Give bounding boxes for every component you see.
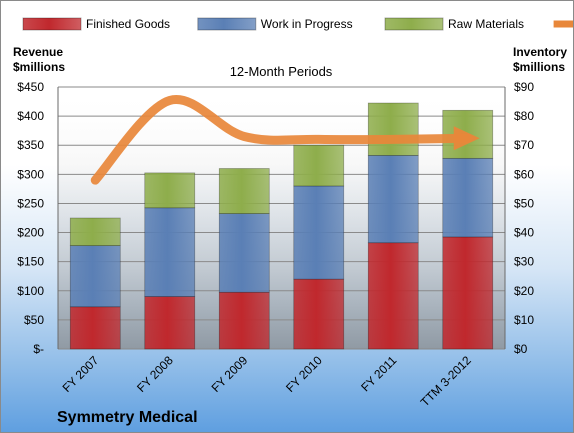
legend-swatch-raw-materials xyxy=(384,17,444,31)
right-tick-label: $40 xyxy=(514,226,534,240)
right-tick-label: $90 xyxy=(514,80,534,94)
left-tick-label: $250 xyxy=(17,196,44,210)
left-axis-title: $millions xyxy=(13,60,65,74)
legend-swatch-finished-goods xyxy=(22,17,82,31)
left-tick-label: $300 xyxy=(17,167,44,181)
left-tick-label: $350 xyxy=(17,138,44,152)
left-axis-title: Revenue xyxy=(13,45,63,59)
legend-label: Finished Goods xyxy=(86,17,170,31)
bar-work-in-progress xyxy=(367,155,419,244)
bar-finished-goods xyxy=(367,242,419,350)
bar-raw-materials xyxy=(293,144,345,187)
revenue-line xyxy=(90,94,473,185)
left-tick-label: $400 xyxy=(17,109,44,123)
bar-finished-goods xyxy=(144,296,196,350)
bar-finished-goods xyxy=(442,236,494,350)
bar-raw-materials xyxy=(367,102,419,156)
right-tick-label: $0 xyxy=(514,342,528,356)
right-tick-label: $80 xyxy=(514,109,534,123)
right-tick-label: $30 xyxy=(514,255,534,269)
bar-finished-goods xyxy=(293,278,345,350)
left-tick-label: $- xyxy=(33,342,44,356)
left-tick-label: $200 xyxy=(17,226,44,240)
category-label: TTM 3-2012 xyxy=(418,353,474,409)
left-tick-label: $100 xyxy=(17,284,44,298)
bar-raw-materials xyxy=(144,172,196,209)
right-axis-title: Inventory xyxy=(513,45,567,59)
right-tick-label: $20 xyxy=(514,284,534,298)
bar-finished-goods xyxy=(69,306,121,350)
chart-subtitle: 12-Month Periods xyxy=(230,64,333,79)
category-label: FY 2010 xyxy=(283,353,325,395)
legend-label: Work in Progress xyxy=(261,17,353,31)
right-tick-label: $70 xyxy=(514,138,534,152)
category-label: FY 2009 xyxy=(209,353,251,395)
bar-raw-materials xyxy=(69,217,121,247)
category-label: FY 2011 xyxy=(358,353,399,394)
bar-work-in-progress xyxy=(293,185,345,280)
left-tick-label: $450 xyxy=(17,80,44,94)
right-axis-title: $millions xyxy=(513,60,565,74)
bar-work-in-progress xyxy=(218,213,270,293)
left-tick-label: $50 xyxy=(24,313,44,327)
bar-finished-goods xyxy=(218,291,270,350)
right-tick-label: $10 xyxy=(514,313,534,327)
revenue-arrowhead xyxy=(453,126,480,151)
legend-swatch-work-in-progress xyxy=(197,17,257,31)
left-tick-label: $150 xyxy=(17,255,44,269)
category-label: FY 2007 xyxy=(60,353,102,395)
company-name: Symmetry Medical xyxy=(57,409,198,426)
category-label: FY 2008 xyxy=(134,353,176,395)
bar-raw-materials xyxy=(218,168,270,214)
legend-label: Raw Materials xyxy=(448,17,524,31)
right-tick-label: $50 xyxy=(514,196,534,210)
bar-work-in-progress xyxy=(144,207,196,297)
right-tick-label: $60 xyxy=(514,167,534,181)
bar-work-in-progress xyxy=(69,245,121,308)
bar-work-in-progress xyxy=(442,157,494,238)
plot-area xyxy=(58,87,505,349)
